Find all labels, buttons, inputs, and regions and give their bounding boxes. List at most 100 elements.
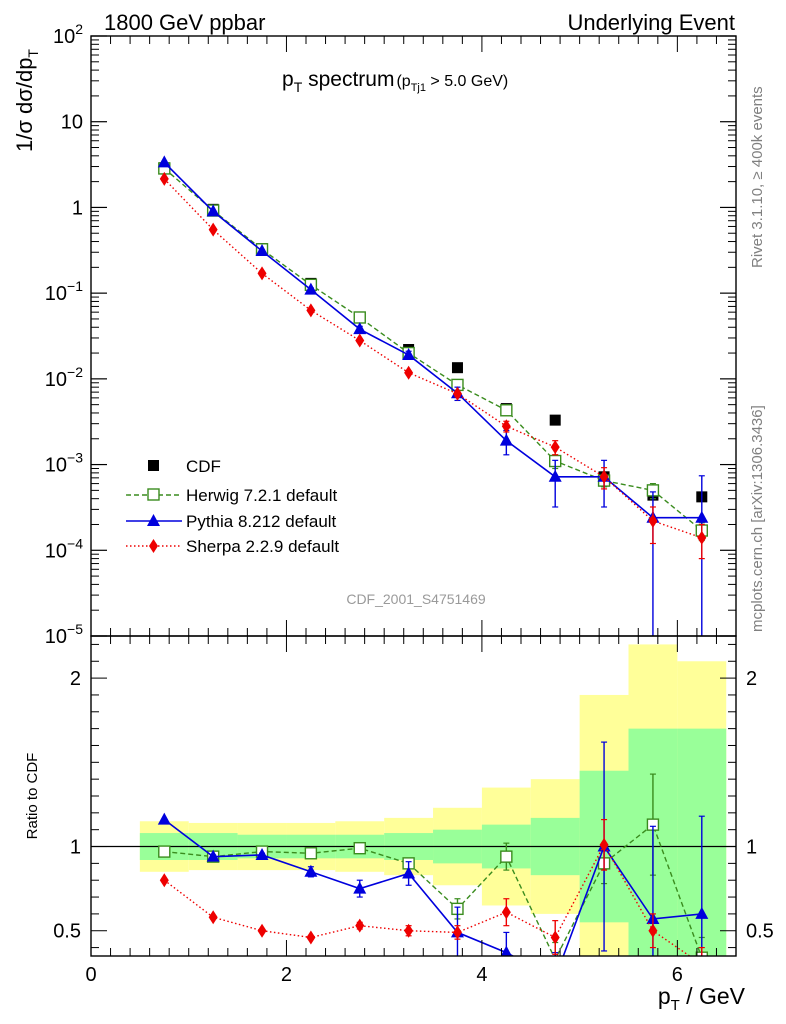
ratio-point-sherpa [159, 873, 169, 888]
ratio-point-herwig [500, 850, 513, 863]
main-point-pythia [157, 155, 171, 168]
mcplots-note: mcplots.cern.ch [arXiv:1306.3436] [749, 405, 766, 632]
main-y-tick-base: 10 [45, 283, 67, 305]
ratio-point-herwig [158, 845, 171, 858]
ylabel-main: 1/σ dσ/dp [12, 58, 37, 152]
ratio-panel: 0.5 0.5 1 1 2 2 0 2 4 6 Ratio to CDF pT / GeV [24, 635, 774, 1014]
ylabel-sub: T [25, 49, 41, 58]
main-point-sherpa [257, 266, 267, 281]
legend: CDF Herwig 7.2.1 default Pythia 8.212 de… [126, 457, 339, 556]
main-point-pythia [548, 469, 562, 482]
main-y-tick-label: 10−4 [45, 535, 83, 562]
legend-marker-sherpa [149, 539, 158, 553]
ratio-point-pythia [255, 847, 269, 860]
main-y-tick-label: 10−5 [45, 621, 83, 648]
main-point-pythia [353, 322, 367, 335]
rivet-note: Rivet 3.1.10, ≥ 400k events [749, 86, 766, 268]
ratio-point-sherpa [550, 930, 560, 945]
legend-entry-cdf: CDF [148, 457, 221, 476]
main-y-tick-label: 10−2 [45, 364, 83, 391]
main-point-sherpa [501, 419, 511, 434]
main-y-tick-exp: −3 [67, 450, 83, 466]
ratio-plot-area [91, 644, 736, 956]
x-tick-label: 4 [476, 964, 487, 986]
ratio-point-pythia [304, 864, 318, 877]
ratio-y-label: Ratio to CDF [24, 753, 41, 840]
main-point-sherpa [159, 171, 169, 186]
main-point-herwig [353, 311, 366, 324]
ratio-y-tick-label: 1 [70, 837, 81, 859]
ratio-point-sherpa [404, 923, 414, 938]
main-point-pythia [206, 204, 220, 217]
title-sub: T [294, 79, 303, 95]
analysis-watermark: CDF_2001_S4751469 [346, 591, 486, 607]
main-y-tick-base: 10 [45, 369, 67, 391]
legend-label-herwig: Herwig 7.2.1 default [186, 486, 337, 505]
ratio-x-ticks: 0 2 4 6 [85, 636, 717, 986]
ratio-line-sherpa [163, 843, 691, 956]
legend-marker-herwig [147, 488, 160, 501]
main-point-herwig [500, 404, 513, 417]
legend-marker-pythia [147, 514, 160, 526]
ratio-point-herwig [353, 842, 366, 855]
plot-title: pT spectrum (pTj1 > 5.0 GeV) [282, 68, 508, 95]
ratio-point-pythia [157, 812, 171, 825]
main-y-tick-base: 1 [72, 197, 83, 219]
title-rest: spectrum [302, 68, 394, 91]
main-point-sherpa [404, 365, 414, 380]
main-y-label: 1/σ dσ/dpT [12, 49, 41, 152]
main-line-herwig [163, 167, 703, 532]
title-cut-sub: Tj1 [411, 82, 426, 94]
main-y-tick-label: 10 [61, 112, 83, 134]
ratio-line-herwig [164, 823, 702, 956]
main-point-pythia [499, 433, 513, 446]
main-point-sherpa [697, 530, 707, 545]
ratio-point-sherpa [355, 918, 365, 933]
main-y-tick-exp: −4 [67, 535, 83, 551]
header-right: Underlying Event [567, 10, 735, 35]
x-axis-label: pT / GeV [658, 983, 746, 1014]
legend-label-sherpa: Sherpa 2.2.9 default [186, 537, 339, 556]
x-tick-label: 2 [281, 964, 292, 986]
legend-marker-cdf [148, 460, 159, 471]
ratio-point-pythia [206, 849, 220, 862]
main-y-tick-exp: −5 [67, 621, 83, 637]
main-point-cdf [451, 362, 463, 374]
ratio-point-pythia [353, 881, 367, 894]
legend-label-pythia: Pythia 8.212 default [186, 512, 337, 531]
ratio-point-sherpa [257, 923, 267, 938]
main-y-tick-label: 1 [72, 197, 83, 219]
main-point-sherpa [355, 333, 365, 348]
main-plot-area [157, 155, 709, 636]
x-tick-label: 6 [672, 964, 683, 986]
legend-entry-pythia: Pythia 8.212 default [126, 512, 337, 531]
main-point-sherpa [599, 469, 609, 484]
title-cut: (p [396, 73, 410, 90]
legend-entry-sherpa: Sherpa 2.2.9 default [126, 537, 339, 556]
ratio-point-sherpa [599, 837, 609, 852]
main-y-tick-base: 10 [45, 455, 67, 477]
main-y-tick-exp: −2 [67, 364, 83, 380]
main-point-pythia [304, 282, 318, 295]
main-y-tick-label: 10−1 [45, 278, 83, 305]
main-point-pythia [402, 347, 416, 360]
ratio-point-pythia [695, 906, 709, 919]
xlabel-main: p [658, 983, 671, 1009]
main-y-tick-exp: −1 [67, 278, 83, 294]
main-y-tick-base: 10 [45, 626, 67, 648]
header-left: 1800 GeV ppbar [104, 10, 265, 35]
ratio-y-tick-label-right: 1 [746, 837, 757, 859]
main-y-tick-label: 102 [53, 21, 83, 48]
ratio-series [157, 741, 709, 956]
main-line-sherpa [163, 178, 703, 539]
main-line-pythia [163, 161, 702, 519]
main-point-cdf [549, 414, 561, 426]
ratio-y-tick-label-right: 0.5 [746, 921, 774, 943]
ratio-y-tick-label: 0.5 [53, 921, 81, 943]
ratio-line-pythia [163, 818, 702, 956]
title-cut-rest: > 5.0 GeV) [426, 73, 508, 90]
legend-label-cdf: CDF [186, 457, 221, 476]
